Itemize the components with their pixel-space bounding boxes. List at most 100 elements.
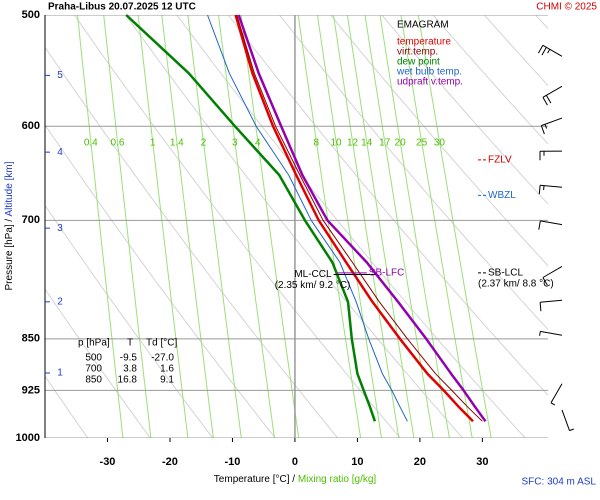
wind-barb xyxy=(550,383,563,406)
y-tick-label: 600 xyxy=(22,120,40,132)
mixing-ratio-label: 1.4 xyxy=(170,138,184,149)
wind-barb xyxy=(542,85,563,106)
mixing-ratio-line xyxy=(77,15,124,438)
mixing-ratio-line xyxy=(400,15,473,438)
dry-adiabat xyxy=(484,15,548,87)
mixing-ratio-line xyxy=(240,15,300,438)
mixing-ratio-label: 17 xyxy=(379,138,391,149)
y2-label: Altitude [km] xyxy=(4,161,15,216)
mixing-ratio-label: 30 xyxy=(434,138,446,149)
mixing-ratio-line xyxy=(333,15,400,438)
mixing-ratio-label: 4 xyxy=(255,138,261,149)
dry-adiabat xyxy=(381,15,548,205)
x-tick-label: 30 xyxy=(476,456,488,468)
annotation-sublabel: (2.35 km/ 9.2 °C) xyxy=(275,280,351,291)
altitude-label: 1 xyxy=(57,368,63,379)
profile-line xyxy=(237,14,487,423)
legend-entry: dew point xyxy=(397,57,440,68)
y-axis-title: Pressure [hPa] / Altitude [km] xyxy=(4,161,15,290)
mixing-ratio-label: 25 xyxy=(416,138,428,149)
table-cell: 1.6 xyxy=(160,364,174,375)
dry-adiabat xyxy=(125,15,464,438)
x2-label: Mixing ratio [g/kg] xyxy=(298,474,377,485)
dry-adiabat xyxy=(432,15,548,145)
dry-adiabat xyxy=(45,375,89,438)
dry-adiabat xyxy=(45,204,214,438)
x-label: Temperature [°C] / xyxy=(214,474,295,485)
annotation-label: ML-CCL xyxy=(294,269,332,280)
table-cell: -9.5 xyxy=(120,353,138,364)
mixing-ratio-label: 8 xyxy=(314,138,320,149)
mixing-ratio-label: 2 xyxy=(201,138,207,149)
mixing-ratio-line xyxy=(379,15,450,438)
mixing-ratio-line xyxy=(161,15,214,438)
dry-adiabat xyxy=(45,124,276,438)
table-cell: 700 xyxy=(85,364,102,375)
wind-barb xyxy=(540,117,563,135)
y-label: Pressure [hPa] / xyxy=(4,219,15,291)
mixing-ratio-label: 14 xyxy=(361,138,373,149)
table-cell: -27.0 xyxy=(151,353,174,364)
table-header: T xyxy=(127,338,133,349)
wind-barb xyxy=(539,299,563,312)
legend-entry: udpraft v.temp. xyxy=(397,77,463,88)
x-tick-label: 10 xyxy=(351,456,363,468)
altitude-label: 4 xyxy=(57,147,63,158)
dry-adiabat xyxy=(176,15,526,438)
annotation-label: SB-LFC xyxy=(369,268,405,279)
y-tick-label: 850 xyxy=(22,333,40,345)
wind-barb xyxy=(542,266,563,286)
mixing-ratio-line xyxy=(417,15,492,438)
table-cell: 850 xyxy=(85,375,102,386)
profile-line xyxy=(125,14,377,422)
wind-barb xyxy=(538,184,563,195)
wind-barb xyxy=(539,330,563,336)
wind-barb xyxy=(539,150,563,161)
x-tick-label: -20 xyxy=(162,456,178,468)
wind-barb xyxy=(561,409,574,432)
y-tick-label: 700 xyxy=(22,214,40,226)
y-tick-label: 1000 xyxy=(16,432,40,444)
mixing-ratio-label: 1 xyxy=(150,138,156,149)
mixing-ratio-label: 12 xyxy=(347,138,359,149)
altitude-label: 5 xyxy=(57,70,63,81)
profile-line xyxy=(207,14,408,422)
x-tick-label: 20 xyxy=(414,456,426,468)
footer: SFC: 304 m ASL xyxy=(522,477,597,488)
mixing-ratio-line xyxy=(364,15,434,438)
legend-entry: wet bulb temp. xyxy=(396,67,462,78)
x-tick-label: -10 xyxy=(225,456,241,468)
mixing-ratio-label: 3 xyxy=(232,138,238,149)
dry-adiabat xyxy=(45,288,151,438)
table-header: Td [°C] xyxy=(146,338,177,349)
dry-adiabat xyxy=(279,15,548,331)
mixing-ratio-line xyxy=(218,15,275,438)
dry-adiabat xyxy=(535,15,548,30)
altitude-label: 2 xyxy=(57,296,63,307)
profile-line xyxy=(234,14,474,423)
mixing-ratio-line xyxy=(103,15,152,438)
copyright: CHMI © 2025 xyxy=(536,2,597,13)
mixing-ratio-line xyxy=(137,15,189,438)
legend-entry: virt.temp. xyxy=(397,47,438,58)
dry-adiabat xyxy=(227,15,548,396)
y-tick-label: 500 xyxy=(22,9,40,21)
level-label: SB-LCL xyxy=(488,268,523,279)
wind-barb xyxy=(537,44,563,57)
mixing-ratio-label: 20 xyxy=(395,138,407,149)
table-header: p [hPa] xyxy=(78,338,110,349)
x-axis-title: Temperature [°C] / Mixing ratio [g/kg] xyxy=(214,474,377,485)
x-tick-label: -30 xyxy=(100,456,116,468)
y-tick-label: 925 xyxy=(22,384,40,396)
dry-adiabat xyxy=(587,15,600,438)
mixing-ratio-line xyxy=(297,15,362,438)
legend-title: EMAGRAM xyxy=(397,20,449,31)
mixing-ratio-line xyxy=(346,15,415,438)
level-sublabel: (2.37 km/ 8.8 °C) xyxy=(478,279,554,290)
legend-entry: temperature xyxy=(397,37,451,48)
mixing-ratio-label: 0.4 xyxy=(84,138,98,149)
table-cell: 500 xyxy=(85,353,102,364)
level-label: FZLV xyxy=(488,155,512,166)
table-cell: 16.8 xyxy=(118,375,138,386)
